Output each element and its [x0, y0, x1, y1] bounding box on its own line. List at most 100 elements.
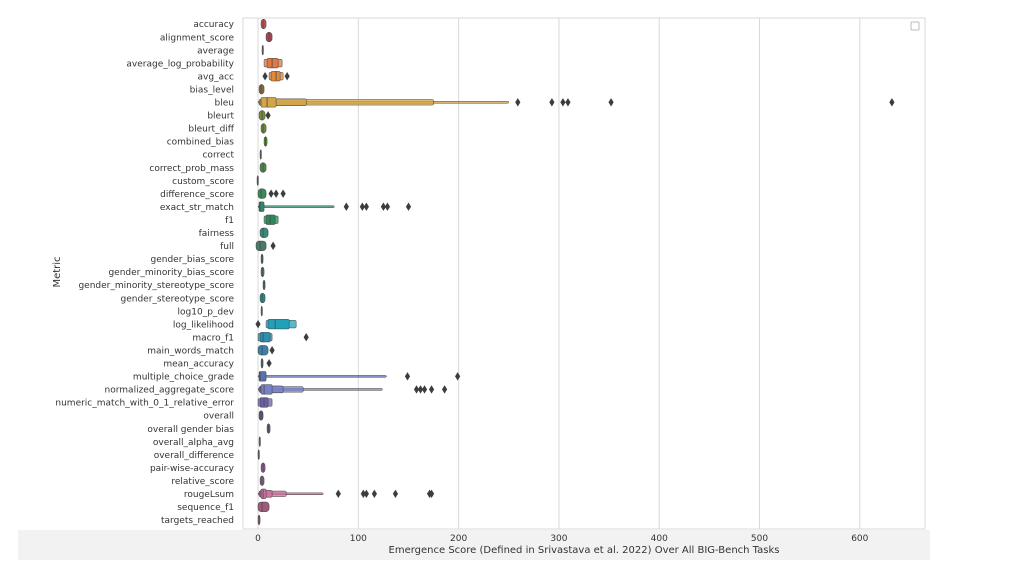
y-tick-label: fairness: [199, 229, 235, 239]
boxen-box: [258, 371, 267, 382]
outlier-point: [335, 489, 341, 498]
outlier-point: [441, 385, 448, 394]
outlier-point: [455, 372, 461, 381]
y-axis-label: Metric: [52, 256, 63, 287]
boxen-box: [259, 293, 266, 304]
boxen-box: [260, 123, 267, 134]
metric-boxen: [257, 514, 261, 525]
y-tick-label: bias_level: [190, 85, 234, 95]
outlier-point: [269, 346, 275, 355]
y-tick-label: difference_score: [160, 190, 234, 200]
x-tick-label: 600: [851, 534, 868, 544]
x-tick-labels: 0 100 200 300 400 500 600: [255, 534, 868, 544]
outlier-point: [560, 98, 566, 107]
metric-boxen: [260, 123, 267, 134]
metric-boxen: [265, 32, 273, 43]
boxen-box: [257, 501, 270, 512]
metric-boxen: [257, 188, 286, 199]
outlier-point: [413, 385, 420, 394]
chart-marks: [255, 18, 895, 525]
outlier-point: [384, 202, 391, 211]
y-tick-label: relative_score: [171, 477, 234, 487]
y-tick-label: f1: [225, 216, 234, 226]
y-tick-label: bleu: [215, 99, 234, 109]
y-tick-label: alignment_score: [160, 33, 235, 43]
outlier-point: [608, 98, 614, 107]
metric-boxen: [260, 306, 263, 317]
x-tick-label: 200: [450, 534, 467, 544]
outlier-point: [515, 98, 521, 107]
boxen-box: [260, 488, 267, 499]
metric-boxen: [259, 293, 266, 304]
outlier-point: [417, 385, 424, 394]
metric-boxen: [258, 410, 264, 421]
y-tick-label: rougeLsum: [184, 490, 234, 500]
outlier-point: [284, 72, 290, 81]
outlier-point: [421, 385, 428, 394]
y-tick-label: gender_stereotype_score: [121, 294, 235, 304]
metric-boxen: [255, 319, 297, 330]
metric-boxen: [266, 423, 271, 434]
y-tick-label: avg_acc: [198, 72, 235, 82]
metric-boxen: [263, 58, 283, 69]
x-tick-label: 300: [550, 534, 567, 544]
y-tick-label: combined_bias: [167, 138, 235, 148]
outlier-point: [380, 202, 387, 211]
outlier-point: [549, 98, 555, 107]
metric-boxen: [259, 162, 267, 173]
boxen-box: [258, 84, 265, 95]
metric-boxen: [256, 175, 259, 186]
y-tick-label: exact_str_match: [160, 203, 234, 213]
y-tick-label: overall: [203, 412, 234, 422]
metric-boxen: [261, 45, 264, 56]
y-tick-label: bleurt_diff: [188, 125, 234, 135]
metric-boxen: [260, 462, 266, 473]
metric-boxen: [259, 149, 262, 160]
y-tick-label: average_log_probability: [126, 59, 234, 69]
y-tick-label: correct_prob_mass: [149, 164, 234, 174]
y-tick-label: log_likelihood: [173, 320, 234, 330]
boxen-box: [255, 240, 267, 251]
metric-boxen: [257, 332, 309, 343]
y-tick-label: mean_accuracy: [163, 360, 234, 370]
x-tick-label: 400: [651, 534, 668, 544]
outlier-point: [371, 489, 377, 498]
x-tick-label: 0: [255, 534, 261, 544]
metric-boxen: [257, 449, 260, 460]
metric-boxen: [260, 358, 272, 369]
outlier-point: [359, 202, 365, 211]
x-tick-label: 100: [350, 534, 367, 544]
metric-boxen: [255, 240, 276, 251]
metric-boxen: [257, 384, 448, 395]
figure-strip: [18, 530, 930, 560]
outlier-point: [363, 489, 369, 498]
outlier-point: [280, 189, 286, 198]
y-tick-label: log10_p_dev: [178, 307, 235, 317]
metric-boxen: [262, 279, 266, 291]
metric-boxen: [258, 84, 265, 95]
y-tick-label: overall_alpha_avg: [153, 438, 234, 448]
metric-boxen: [257, 371, 461, 382]
metric-boxen: [257, 397, 273, 408]
metric-boxen: [257, 488, 435, 499]
y-tick-label: normalized_aggregate_score: [105, 386, 235, 396]
legend-box: [910, 21, 920, 31]
metric-boxen: [259, 227, 269, 238]
outlier-point: [363, 202, 369, 211]
metric-boxen: [259, 475, 265, 486]
outlier-point: [360, 489, 366, 498]
boxen-box: [260, 384, 273, 395]
boxen-box: [267, 319, 290, 330]
outlier-point: [428, 489, 435, 498]
boxen-box: [270, 71, 281, 82]
y-tick-label: multiple_choice_grade: [133, 373, 235, 383]
metric-boxen: [263, 136, 268, 147]
y-tick-label: accuracy: [193, 20, 234, 30]
outlier-point: [392, 489, 399, 498]
outlier-point: [266, 359, 272, 368]
boxen-box: [257, 205, 335, 208]
y-tick-label: numeric_match_with_0_1_relative_error: [55, 399, 234, 409]
boxen-box: [260, 97, 277, 108]
